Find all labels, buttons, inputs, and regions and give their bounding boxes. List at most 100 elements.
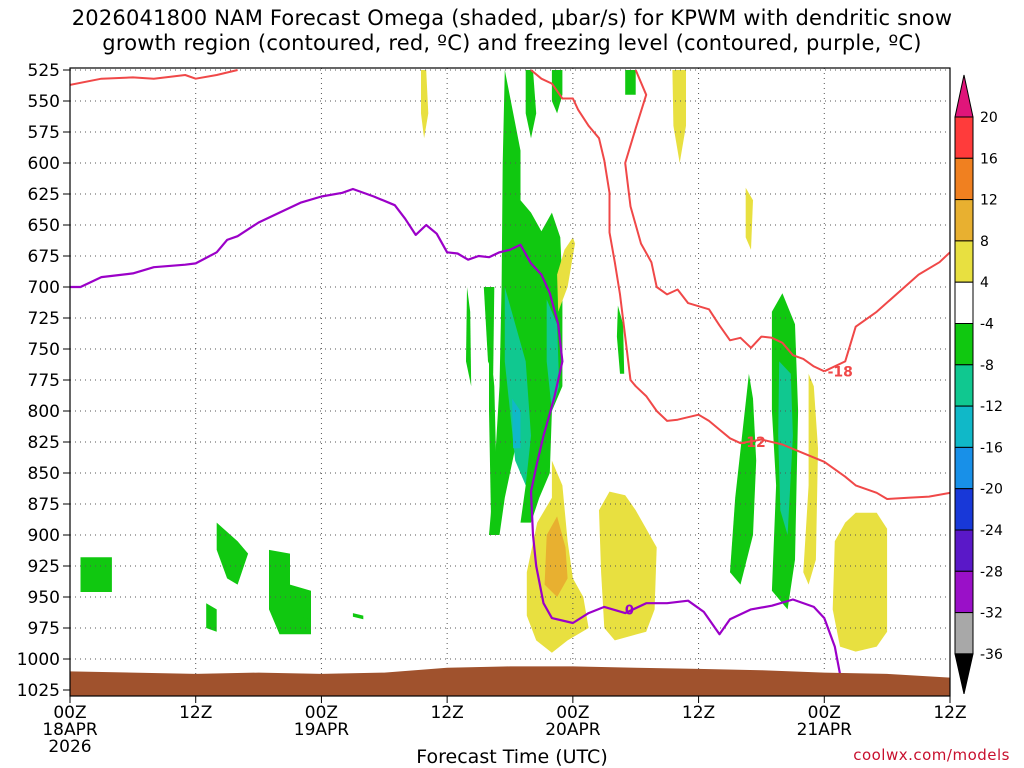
colorbar-cell [954, 240, 974, 283]
omega-shade-17 [504, 287, 531, 486]
y-tick-label: 650 [28, 216, 60, 236]
omega-shade-11 [525, 70, 537, 139]
y-tick-label: 1025 [17, 681, 60, 701]
terrain-layer [70, 666, 950, 696]
x-tick-label: 00Z [556, 703, 589, 723]
colorbar-label: 12 [980, 193, 998, 209]
omega-shade-20 [512, 398, 521, 449]
y-tick-label: 950 [28, 588, 60, 608]
grid-layer [69, 68, 951, 696]
y-tick-label: 900 [28, 526, 60, 546]
y-tick-label: 550 [28, 92, 60, 112]
colorbar-label: -20 [980, 482, 1003, 498]
dendritic-contour-4 [624, 69, 825, 373]
colorbar-label: -32 [980, 606, 1003, 622]
y-tick-label: 675 [28, 247, 60, 267]
plot-frame [69, 67, 951, 697]
y-tick-label: 775 [28, 371, 60, 391]
colorbar-label: -36 [980, 647, 1003, 663]
colorbar-cell [954, 323, 974, 366]
colorbar-cell [954, 446, 974, 490]
contour-label-minus12: -12 [740, 435, 765, 451]
colorbar-cell [954, 157, 974, 201]
y-tick-label: 975 [28, 619, 60, 639]
colorbar-label: -4 [980, 317, 994, 333]
y-tick-label: 600 [28, 154, 60, 174]
x-tick-label: 12Z [682, 703, 715, 723]
omega-shade-24 [745, 187, 753, 250]
x-tick-date: 20APR [545, 720, 601, 740]
omega-shade-15 [730, 373, 757, 585]
colorbar-label: 8 [980, 234, 989, 250]
colorbar-cell [954, 612, 974, 655]
colorbar-cell [954, 529, 974, 572]
omega-shade-28 [832, 512, 888, 652]
x-tick-label: 00Z [53, 703, 86, 723]
colorbar-cell [954, 364, 974, 407]
omega-shade-23 [672, 70, 686, 163]
colorbar-bottom-triangle [954, 653, 974, 695]
x-tick-label: 12Z [179, 703, 212, 723]
colorbar-label: 20 [980, 110, 998, 126]
omega-shade-6 [352, 613, 364, 620]
title-line-1: 2026041800 NAM Forecast Omega (shaded, μ… [71, 6, 953, 30]
x-tick-date: 18APR [42, 720, 98, 740]
omega-shade-4 [269, 549, 311, 635]
colorbar-label: 4 [980, 275, 989, 291]
colorbar-label: -12 [980, 399, 1003, 415]
colorbar-label: -16 [980, 440, 1003, 456]
x-tick-label: 00Z [305, 703, 338, 723]
y-tick-label: 1000 [17, 650, 60, 670]
credit-text: coolwx.com/models [853, 746, 1010, 764]
contour-label-minus18: -18 [828, 364, 853, 380]
y-tick-label: 850 [28, 464, 60, 484]
x-tick-date: 21APR [797, 720, 853, 740]
colorbar-cell [954, 116, 974, 159]
colorbar-label: -8 [980, 358, 994, 374]
colorbar-cell [954, 281, 974, 325]
colorbar-top-triangle [954, 74, 974, 118]
freezing-level-label: 0 [625, 603, 634, 618]
y-tick-label: 725 [28, 309, 60, 329]
x-tick-label: 00Z [808, 703, 841, 723]
omega-shade-29 [544, 516, 568, 597]
y-tick-label: 750 [28, 340, 60, 360]
y-tick-label: 625 [28, 185, 60, 205]
y-tick-label: 700 [28, 278, 60, 298]
y-tick-label: 925 [28, 557, 60, 577]
terrain-fill [70, 666, 950, 696]
contour-layer: -12 -18 0 [70, 69, 950, 675]
dendritic-contour-2 [530, 69, 950, 500]
omega-shading-layer [80, 70, 888, 653]
omega-shade-13 [625, 70, 636, 95]
colorbar-label: 16 [980, 151, 998, 167]
omega-shade-2 [216, 522, 249, 585]
omega-shade-14 [616, 305, 625, 374]
omega-shade-7 [466, 287, 472, 387]
title-line-2: growth region (contoured, red, ºC) and f… [102, 31, 922, 55]
colorbar-cell [954, 488, 974, 531]
x-tick-date: 19APR [294, 720, 350, 740]
omega-shade-21 [421, 70, 429, 139]
y-tick-label: 875 [28, 495, 60, 515]
y-tick-label: 525 [28, 61, 60, 81]
freezing-level-contour [70, 187, 842, 675]
x-axis-title: Forecast Time (UTC) [416, 746, 608, 768]
y-tick-label: 575 [28, 123, 60, 143]
x-tick-label: 12Z [431, 703, 464, 723]
colorbar: 20 16 12 8 4 -4 -8 -12 -16 -20 -24 -28 -32 -36 [954, 74, 1003, 695]
x-tick-label: 12Z [933, 703, 966, 723]
y-tick-label: 825 [28, 433, 60, 453]
y-tick-label: 800 [28, 402, 60, 422]
colorbar-cell [954, 405, 974, 448]
omega-shade-19 [778, 361, 793, 535]
omega-shade-1 [80, 557, 112, 592]
colorbar-label: -24 [980, 523, 1003, 539]
colorbar-label: -28 [980, 564, 1003, 580]
omega-shade-25 [803, 373, 818, 585]
colorbar-cell [954, 199, 974, 242]
omega-shade-8 [483, 287, 495, 374]
x-tick-year: 2026 [48, 737, 91, 757]
